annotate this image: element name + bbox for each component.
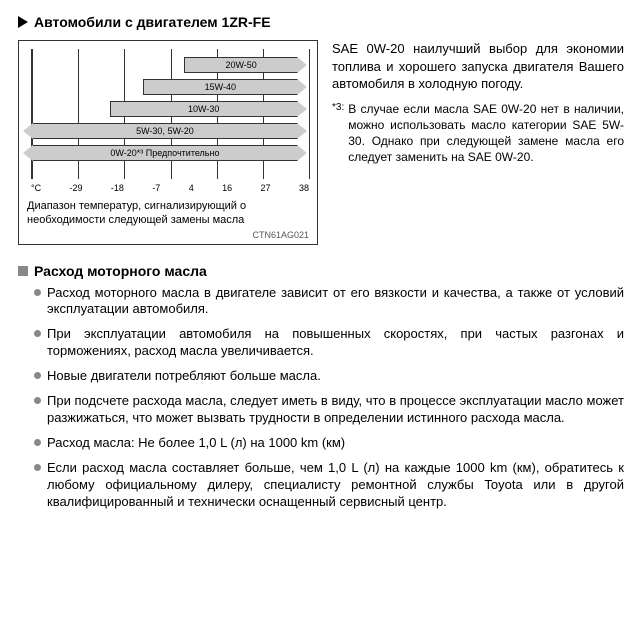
bullet-text: При эксплуатации автомобиля на повышенны… — [47, 326, 624, 360]
list-item: Расход моторного масла в двигателе завис… — [34, 285, 624, 319]
axis-labels: °C -29 -18 -7 4 16 27 38 — [31, 183, 309, 193]
chart-caption: Диапазон температур, сигнализирующий о н… — [27, 199, 309, 228]
bullet-text: При подсчете расхода масла, следует имет… — [47, 393, 624, 427]
axis-tick: 16 — [222, 183, 232, 193]
chart-code: CTN61AG021 — [27, 230, 309, 240]
chart-area: 20W-50 15W-40 10W-30 5W-30, 5W-20 0W-20*³ Пр… — [31, 49, 309, 179]
axis-unit: °C — [31, 183, 41, 193]
bullet-icon — [34, 439, 41, 446]
grid-line — [309, 49, 310, 179]
oil-bar: 20W-50 — [184, 57, 298, 73]
list-item: При подсчете расхода масла, следует имет… — [34, 393, 624, 427]
footnote-marker: *3: — [332, 101, 344, 166]
bullet-text: Новые двигатели потребляют больше масла. — [47, 368, 624, 385]
bullet-icon — [34, 289, 41, 296]
bullet-icon — [34, 330, 41, 337]
bullet-text: Расход масла: Не более 1,0 L (л) на 1000… — [47, 435, 624, 452]
axis-tick: -18 — [111, 183, 124, 193]
oil-bar: 0W-20*³ Предпочтительно — [32, 145, 298, 161]
section-title: Автомобили с двигателем 1ZR-FE — [18, 14, 624, 30]
footnote: *3: В случае если масла SAE 0W-20 нет в … — [332, 101, 624, 166]
list-item: Если расход масла составляет больше, чем… — [34, 460, 624, 511]
bullet-icon — [34, 372, 41, 379]
bullet-text: Если расход масла составляет больше, чем… — [47, 460, 624, 511]
list-item: При эксплуатации автомобиля на повышенны… — [34, 326, 624, 360]
axis-tick: 27 — [261, 183, 271, 193]
right-column: SAE 0W-20 наилучший выбор для экономии т… — [332, 40, 624, 245]
section2-title-text: Расход моторного масла — [34, 263, 207, 279]
list-item: Новые двигатели потребляют больше масла. — [34, 368, 624, 385]
axis-tick: 4 — [189, 183, 194, 193]
list-item: Расход масла: Не более 1,0 L (л) на 1000… — [34, 435, 624, 452]
oil-bar: 5W-30, 5W-20 — [32, 123, 298, 139]
oil-bar: 15W-40 — [143, 79, 298, 95]
bullet-text: Расход моторного масла в двигателе завис… — [47, 285, 624, 319]
axis-tick: -7 — [152, 183, 160, 193]
oil-bar: 10W-30 — [110, 101, 298, 117]
bullet-icon — [34, 464, 41, 471]
section2-title: Расход моторного масла — [18, 263, 624, 279]
triangle-icon — [18, 16, 28, 28]
top-row: 20W-50 15W-40 10W-30 5W-30, 5W-20 0W-20*³ Пр… — [18, 40, 624, 245]
bullet-list: Расход моторного масла в двигателе завис… — [18, 285, 624, 511]
oil-chart: 20W-50 15W-40 10W-30 5W-30, 5W-20 0W-20*³ Пр… — [18, 40, 318, 245]
right-paragraph: SAE 0W-20 наилучший выбор для экономии т… — [332, 40, 624, 93]
square-icon — [18, 266, 28, 276]
footnote-text: В случае если масла SAE 0W-20 нет в нали… — [348, 101, 624, 166]
axis-tick: -29 — [70, 183, 83, 193]
axis-tick: 38 — [299, 183, 309, 193]
bullet-icon — [34, 397, 41, 404]
title-text: Автомобили с двигателем 1ZR-FE — [34, 14, 271, 30]
